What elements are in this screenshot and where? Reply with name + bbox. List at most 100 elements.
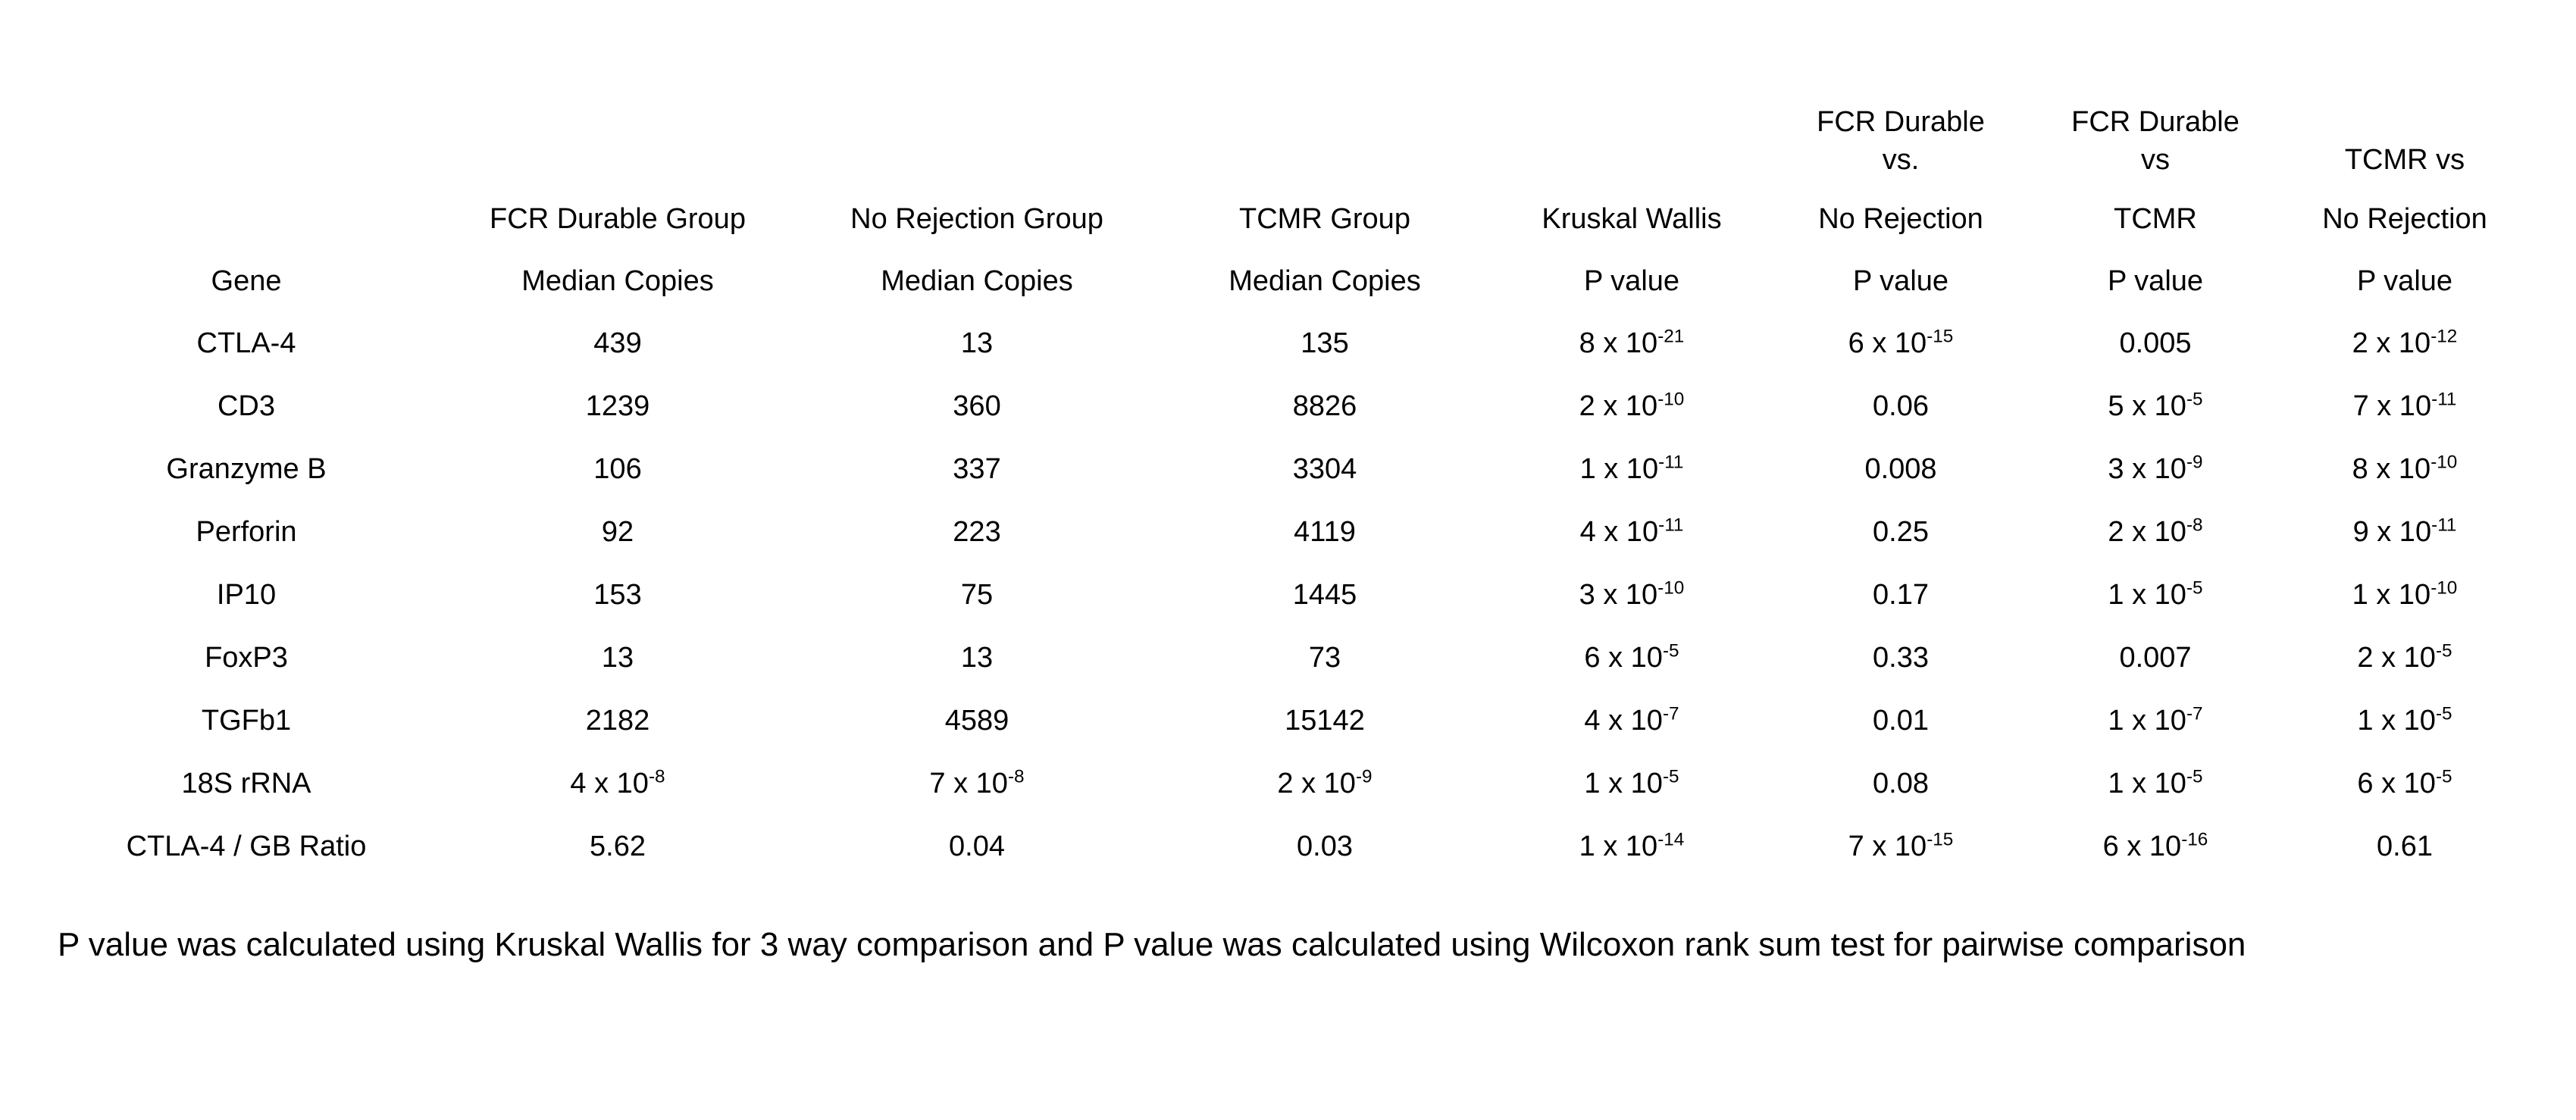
value-cell: 1 x 10-14 (1579, 829, 1685, 862)
header-cell (2281, 97, 2528, 139)
value-cell: 0.01 (1873, 704, 1929, 737)
value-cell: 7 x 10-8 (929, 766, 1025, 799)
gene-name-cell: CTLA-4 / GB Ratio (126, 830, 367, 862)
value-cell: 6 x 10-15 (1848, 326, 1954, 359)
header-row-2: vs. vs TCMR vs (53, 139, 2528, 188)
gene-name-cell: CD3 (217, 389, 276, 422)
value-cell: 3 x 10-9 (2108, 452, 2203, 485)
value-cell: 1 x 10-5 (1584, 766, 1679, 799)
header-cell (1158, 139, 1491, 188)
value-cell: 75 (960, 578, 994, 611)
header-cell: vs. (1882, 144, 1920, 176)
value-cell: 9 x 10-11 (2352, 515, 2457, 548)
value-cell: 5 x 10-5 (2108, 389, 2203, 422)
table-row: CD3 1239 360 8826 2 x 10-10 0.06 5 x 10-5 7 x 1… (53, 375, 2528, 438)
header-row-3: FCR Durable Group No Rejection Group TCMR … (53, 188, 2528, 252)
gene-name-cell: CTLA-4 (196, 327, 296, 359)
gene-name-cell: 18S rRNA (181, 767, 311, 799)
header-cell: P value (1583, 265, 1680, 298)
value-cell: 0.25 (1873, 515, 1929, 548)
value-cell: 6 x 10-5 (2357, 766, 2452, 799)
value-cell: 0.04 (949, 830, 1005, 862)
value-cell: 1 x 10-7 (2108, 703, 2203, 737)
header-cell (53, 97, 440, 139)
header-row-4: Gene Median Copies Median Copies Median Cop… (53, 252, 2528, 312)
header-cell (1158, 97, 1491, 139)
value-cell: 2 x 10-8 (2108, 515, 2203, 548)
value-cell: 1445 (1292, 578, 1357, 611)
value-cell: 2 x 10-12 (2352, 326, 2458, 359)
table-row: IP10 153 75 1445 3 x 10-10 0.17 1 x 10-5 1 x 10… (53, 564, 2528, 627)
value-cell: 0.17 (1873, 578, 1929, 611)
table-body: CTLA-4 439 13 135 8 x 10-21 6 x 10-15 0.005 2 x… (53, 312, 2528, 878)
value-cell: 7 x 10-15 (1848, 829, 1954, 862)
header-cell (440, 97, 796, 139)
value-cell: 6 x 10-5 (1584, 640, 1679, 674)
header-cell (440, 139, 796, 188)
value-cell: 6 x 10-16 (2102, 829, 2208, 862)
value-cell: 2 x 10-5 (2357, 640, 2452, 674)
value-cell: 0.005 (2119, 327, 2192, 359)
value-cell: 2182 (585, 704, 650, 737)
value-cell: 15142 (1285, 704, 1365, 737)
value-cell: 0.08 (1873, 767, 1929, 799)
gene-expression-stats-table: FCR Durable FCR Durable vs. vs TCMR vs FCR Du… (53, 97, 2528, 878)
header-cell (796, 97, 1158, 139)
value-cell: 360 (953, 389, 1001, 422)
value-cell: 0.06 (1873, 389, 1929, 422)
gene-name-cell: Perforin (196, 515, 297, 548)
header-cell (796, 139, 1158, 188)
value-cell: 13 (601, 641, 634, 674)
value-cell: 3 x 10-10 (1579, 577, 1685, 611)
header-cell (1491, 97, 1772, 139)
gene-name-cell: IP10 (216, 578, 277, 611)
header-cell (53, 188, 440, 252)
header-cell: TCMR vs (2344, 144, 2465, 176)
gene-name-cell: Granzyme B (166, 452, 327, 485)
header-cell: TCMR Group (1239, 203, 1410, 236)
table-row: FoxP3 13 13 73 6 x 10-5 0.33 0.007 2 x 10-5 (53, 627, 2528, 690)
header-cell: FCR Durable (1817, 106, 1985, 139)
value-cell: 92 (601, 515, 634, 548)
header-cell: P value (1852, 265, 1949, 298)
value-cell: 106 (593, 452, 642, 485)
header-cell: No Rejection (1818, 203, 1983, 236)
value-cell: 8 x 10-21 (1579, 326, 1685, 359)
header-cell: Gene (211, 265, 282, 298)
value-cell: 3304 (1292, 452, 1357, 485)
table-header: FCR Durable FCR Durable vs. vs TCMR vs FCR Du… (53, 97, 2528, 312)
value-cell: 8826 (1292, 389, 1357, 422)
header-row-1: FCR Durable FCR Durable (53, 97, 2528, 139)
table-row: Granzyme B 106 337 3304 1 x 10-11 0.008 3 x 10… (53, 438, 2528, 501)
gene-name-cell: TGFb1 (201, 704, 292, 737)
value-cell: 13 (960, 327, 994, 359)
footnote: P value was calculated using Kruskal Wal… (58, 926, 2246, 963)
value-cell: 439 (593, 327, 642, 359)
value-cell: 2 x 10-9 (1277, 766, 1373, 799)
table-row: CTLA-4 439 13 135 8 x 10-21 6 x 10-15 0.005 2 x… (53, 312, 2528, 375)
value-cell: 4 x 10-7 (1584, 703, 1679, 737)
value-cell: 4589 (944, 704, 1009, 737)
header-cell: TCMR (2114, 203, 2197, 236)
value-cell: 8 x 10-10 (2352, 452, 2458, 485)
value-cell: 7 x 10-11 (2352, 389, 2457, 422)
table-row: CTLA-4 / GB Ratio 5.62 0.04 0.03 1 x 10-14 7 … (53, 815, 2528, 878)
value-cell: 0.03 (1297, 830, 1353, 862)
header-cell: FCR Durable Group (490, 203, 746, 236)
value-cell: 0.61 (2377, 830, 2433, 862)
value-cell: 0.33 (1873, 641, 1929, 674)
value-cell: 1 x 10-5 (2108, 766, 2203, 799)
value-cell: 337 (953, 452, 1001, 485)
value-cell: 2 x 10-10 (1579, 389, 1685, 422)
header-cell: No Rejection Group (850, 203, 1103, 236)
value-cell: 0.008 (1864, 452, 1937, 485)
header-cell (53, 139, 440, 188)
paper-table-figure: FCR Durable FCR Durable vs. vs TCMR vs FCR Du… (0, 97, 2576, 1120)
value-cell: 4 x 10-8 (570, 766, 665, 799)
value-cell: 5.62 (590, 830, 646, 862)
value-cell: 1 x 10-5 (2357, 703, 2452, 737)
value-cell: 1 x 10-10 (2352, 577, 2458, 611)
table-row: 18S rRNA 4 x 10-8 7 x 10-8 2 x 10-9 1 x 10-5… (53, 752, 2528, 815)
value-cell: 1239 (585, 389, 650, 422)
value-cell: 135 (1301, 327, 1349, 359)
